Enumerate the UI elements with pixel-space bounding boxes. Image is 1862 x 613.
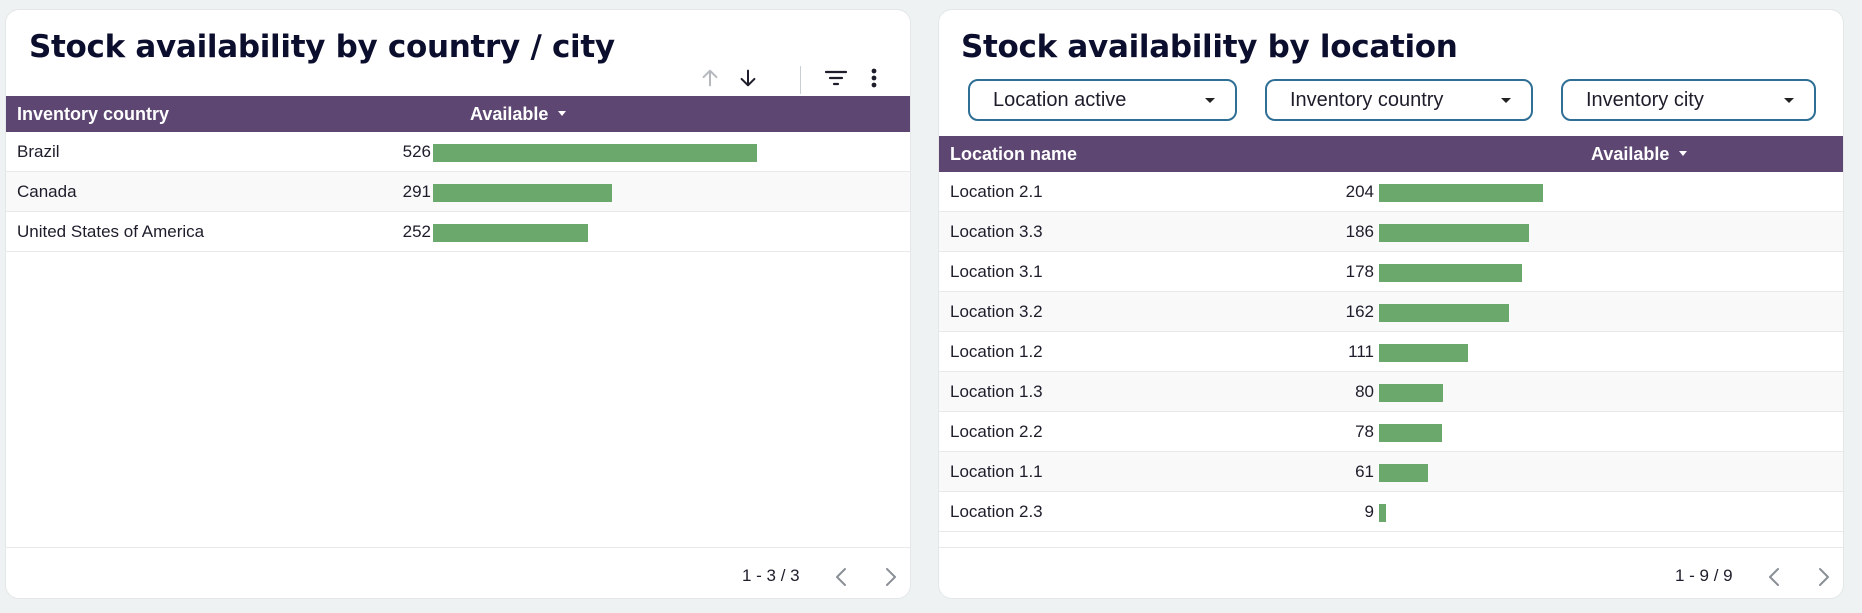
row-available-value: 204 xyxy=(1345,182,1374,201)
table-body: Location 2.1 204 Location 3.3 186 Location 3… xyxy=(939,172,1843,532)
row-available-value: 162 xyxy=(1345,302,1374,321)
row-available-value: 252 xyxy=(402,222,431,241)
inventory-country-filter[interactable]: Inventory country xyxy=(1265,79,1533,121)
dropdown-caret-icon xyxy=(1501,98,1511,103)
previous-page-button[interactable] xyxy=(1761,562,1787,592)
row-available-value: 291 xyxy=(402,182,431,201)
row-name: Canada xyxy=(17,182,77,201)
table-row[interactable]: Location 2.2 78 xyxy=(939,412,1843,452)
row-name: Location 3.3 xyxy=(950,222,1043,241)
availability-bar xyxy=(1379,384,1443,402)
row-name: Location 2.3 xyxy=(950,502,1043,521)
more-options-button[interactable] xyxy=(858,58,890,98)
filter-label: Inventory city xyxy=(1586,88,1704,111)
row-available-value: 80 xyxy=(1355,382,1374,401)
table-row[interactable]: Canada 291 xyxy=(6,172,910,212)
table-row[interactable]: United States of America 252 xyxy=(6,212,910,252)
table-row[interactable]: Location 3.1 178 xyxy=(939,252,1843,292)
column-header-available[interactable]: Available xyxy=(470,96,567,132)
table-row[interactable]: Location 1.3 80 xyxy=(939,372,1843,412)
row-available-value: 186 xyxy=(1345,222,1374,241)
availability-bar xyxy=(1379,424,1442,442)
row-name: Location 1.1 xyxy=(950,462,1043,481)
filter-label: Inventory country xyxy=(1290,88,1444,111)
dropdown-caret-icon xyxy=(1784,98,1794,103)
row-name: Location 2.2 xyxy=(950,422,1043,441)
table-toolbar xyxy=(694,58,904,98)
footer-divider xyxy=(6,547,910,548)
availability-bar xyxy=(1379,264,1522,282)
row-available-value: 61 xyxy=(1355,462,1374,481)
availability-bar xyxy=(1379,304,1509,322)
row-available-value: 111 xyxy=(1348,342,1374,361)
footer-divider xyxy=(939,547,1843,548)
availability-bar xyxy=(1379,184,1543,202)
row-name: Location 3.1 xyxy=(950,262,1043,281)
chevron-right-icon xyxy=(1819,568,1829,586)
toolbar-divider xyxy=(800,66,801,94)
row-available-value: 178 xyxy=(1345,262,1374,281)
arrow-up-icon xyxy=(702,69,718,87)
arrow-down-icon xyxy=(740,69,756,87)
location-active-filter[interactable]: Location active xyxy=(968,79,1237,121)
table-header: Location name Available xyxy=(939,136,1843,172)
pagination-label: 1 - 9 / 9 xyxy=(1675,566,1733,585)
row-name: Brazil xyxy=(17,142,60,161)
row-name: Location 3.2 xyxy=(950,302,1043,321)
table-row[interactable]: Location 3.3 186 xyxy=(939,212,1843,252)
column-header-available[interactable]: Available xyxy=(1591,136,1688,172)
availability-bar xyxy=(433,224,588,242)
table-row[interactable]: Location 3.2 162 xyxy=(939,292,1843,332)
sort-caret-icon xyxy=(558,110,567,116)
previous-page-button[interactable] xyxy=(828,562,854,592)
panel-title: Stock availability by country / city xyxy=(29,29,615,65)
next-page-button[interactable] xyxy=(1811,562,1837,592)
row-available-value: 526 xyxy=(402,142,431,161)
table-row[interactable]: Location 2.3 9 xyxy=(939,492,1843,532)
more-vertical-icon xyxy=(871,68,877,88)
dropdown-caret-icon xyxy=(1205,98,1215,103)
availability-bar xyxy=(1379,464,1428,482)
filter-label: Location active xyxy=(993,88,1127,111)
chevron-right-icon xyxy=(886,568,896,586)
row-name: Location 1.3 xyxy=(950,382,1043,401)
inventory-city-filter[interactable]: Inventory city xyxy=(1561,79,1816,121)
table-row[interactable]: Brazil 526 xyxy=(6,132,910,172)
column-header-location-name[interactable]: Location name xyxy=(950,144,1078,164)
row-name: Location 2.1 xyxy=(950,182,1043,201)
sort-caret-icon xyxy=(1679,150,1688,156)
sort-ascending-button[interactable] xyxy=(694,58,726,98)
country-city-panel: Stock availability by country / city xyxy=(5,9,911,599)
row-available-value: 9 xyxy=(1364,502,1374,521)
filter-lines-icon xyxy=(824,70,848,86)
row-name: Location 1.2 xyxy=(950,342,1043,361)
availability-bar xyxy=(433,144,757,162)
chevron-left-icon xyxy=(1769,568,1779,586)
row-available-value: 78 xyxy=(1355,422,1374,441)
column-header-inventory-country[interactable]: Inventory country xyxy=(17,104,170,124)
next-page-button[interactable] xyxy=(878,562,904,592)
table-row[interactable]: Location 2.1 204 xyxy=(939,172,1843,212)
table-row[interactable]: Location 1.2 111 xyxy=(939,332,1843,372)
availability-bar xyxy=(1379,504,1386,522)
availability-bar xyxy=(433,184,612,202)
panel-title: Stock availability by location xyxy=(961,29,1458,65)
location-panel: Stock availability by location Location … xyxy=(938,9,1844,599)
table-header: Inventory country Available xyxy=(6,96,910,132)
filter-button[interactable] xyxy=(820,58,852,98)
pagination-label: 1 - 3 / 3 xyxy=(742,566,800,585)
row-name: United States of America xyxy=(17,222,205,241)
availability-bar xyxy=(1379,224,1529,242)
sort-descending-button[interactable] xyxy=(732,58,764,98)
availability-bar xyxy=(1379,344,1468,362)
table-body: Brazil 526 Canada 291 United States of Ameri… xyxy=(6,132,910,252)
table-row[interactable]: Location 1.1 61 xyxy=(939,452,1843,492)
chevron-left-icon xyxy=(836,568,846,586)
